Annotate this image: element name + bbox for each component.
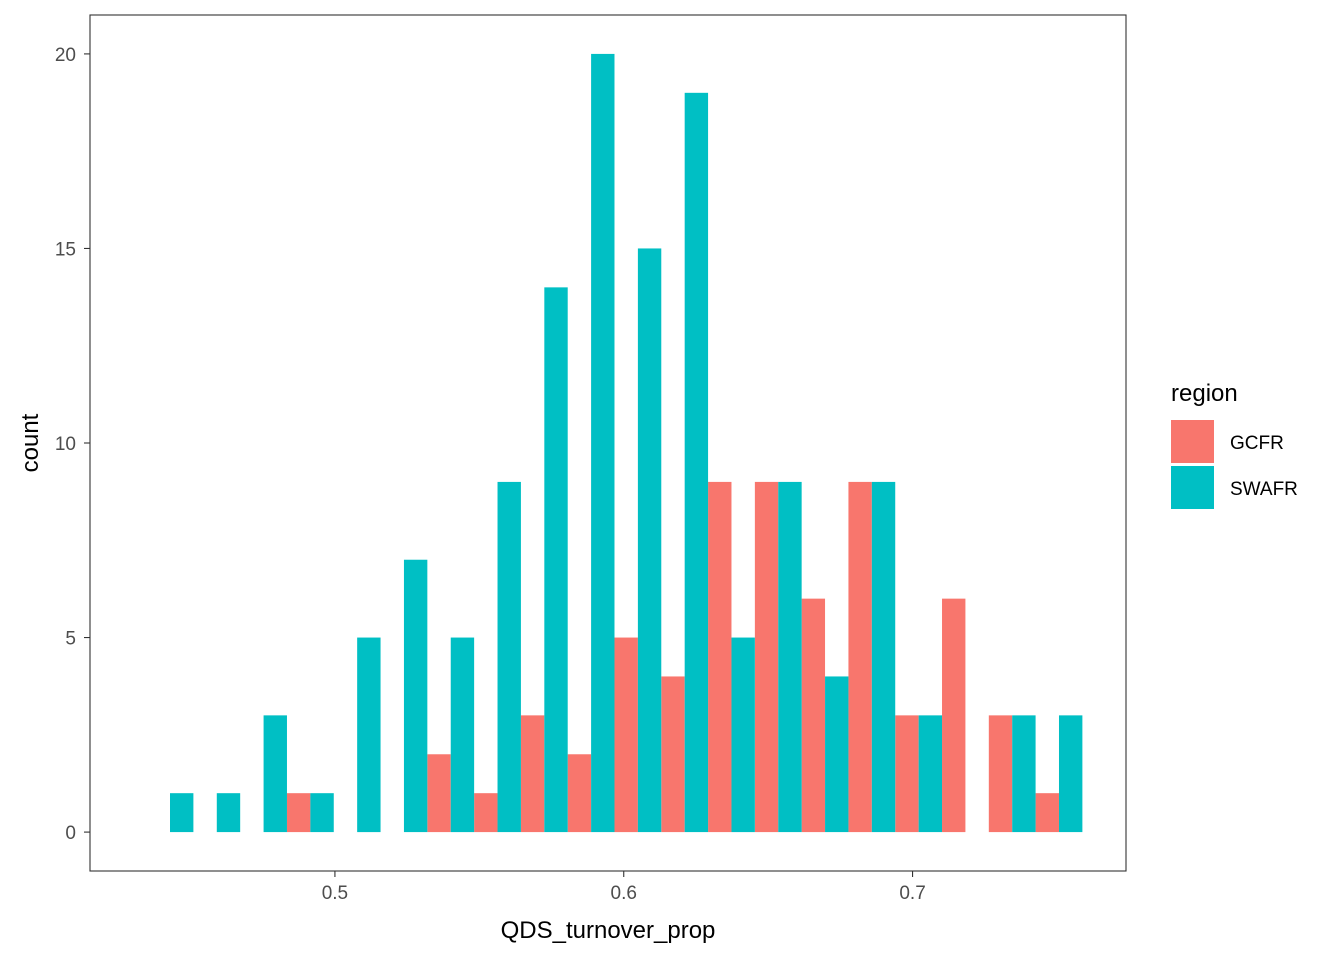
bar-swafr-12 [731, 637, 755, 833]
x-tick-label: 0.7 [899, 883, 925, 904]
bar-swafr-5 [403, 559, 428, 833]
bar-swafr-11 [684, 92, 709, 833]
bar-gcfr-6 [427, 754, 451, 833]
bar-gcfr-11 [661, 676, 685, 833]
bar-gcfr-15 [848, 481, 872, 833]
bar-gcfr-13 [754, 481, 779, 833]
bar-gcfr-17 [942, 598, 966, 833]
legend-label-gcfr: GCFR [1230, 433, 1284, 454]
x-tick-label: 0.6 [611, 883, 637, 904]
bar-gcfr-8 [520, 715, 545, 833]
bar-swafr-0 [170, 793, 194, 833]
bar-gcfr-18 [988, 715, 1013, 833]
bar-gcfr-10 [614, 637, 638, 833]
bar-swafr-8 [544, 287, 568, 833]
bar-gcfr-3 [286, 793, 311, 833]
bar-swafr-14 [825, 676, 849, 833]
y-tick-label: 5 [65, 629, 76, 650]
bar-swafr-19 [1058, 715, 1083, 833]
legend: region GCFR SWAFR [1171, 380, 1298, 509]
legend-key-swafr [1171, 466, 1214, 509]
bar-gcfr-19 [1035, 793, 1059, 833]
y-tick-label: 15 [55, 239, 76, 260]
bar-swafr-15 [871, 481, 896, 833]
bars-layer [170, 53, 1083, 833]
y-axis: 0 5 10 15 20 [55, 45, 90, 844]
x-axis: 0.5 0.6 0.7 [322, 871, 926, 904]
x-axis-title: QDS_turnover_prop [501, 917, 716, 944]
bar-swafr-2 [263, 715, 287, 833]
bar-gcfr-9 [567, 754, 592, 833]
bar-swafr-1 [216, 793, 241, 833]
bar-swafr-18 [1012, 715, 1036, 833]
legend-items: GCFR SWAFR [1171, 420, 1298, 509]
bar-swafr-16 [918, 715, 943, 833]
y-tick-label: 20 [55, 45, 76, 66]
bar-gcfr-7 [474, 793, 498, 833]
bar-swafr-9 [591, 53, 615, 833]
bar-swafr-4 [357, 637, 381, 833]
y-tick-label: 0 [65, 823, 76, 844]
x-tick-label: 0.5 [322, 883, 348, 904]
y-axis-title: count [17, 413, 44, 472]
bar-swafr-10 [637, 248, 662, 833]
bar-gcfr-14 [801, 598, 826, 833]
y-tick-label: 10 [55, 434, 76, 455]
legend-title: region [1171, 380, 1238, 407]
bar-swafr-6 [450, 637, 475, 833]
bar-gcfr-16 [895, 715, 919, 833]
bar-swafr-3 [310, 793, 334, 833]
bar-gcfr-12 [708, 481, 732, 833]
legend-label-swafr: SWAFR [1230, 479, 1298, 500]
bar-swafr-13 [778, 481, 802, 833]
bar-swafr-7 [497, 481, 521, 833]
legend-key-gcfr [1171, 420, 1214, 463]
